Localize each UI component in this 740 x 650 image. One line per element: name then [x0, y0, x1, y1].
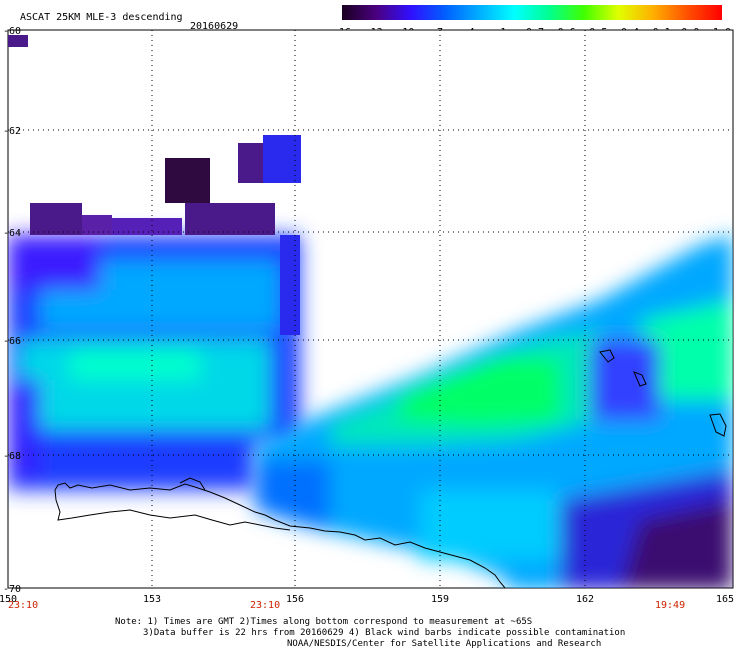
time-label: 23:10 — [250, 600, 280, 611]
lon-label: 156 — [286, 594, 304, 605]
data-field — [8, 35, 733, 588]
map-date: 20160629 — [190, 21, 238, 32]
colorbar-scale — [342, 5, 722, 20]
note-line-2: 3)Data buffer is 22 hrs from 20160629 4)… — [143, 628, 625, 638]
lat-label: -60 — [3, 26, 21, 37]
lon-label: 150 — [0, 594, 17, 605]
lon-label: 159 — [431, 594, 449, 605]
lat-label: -64 — [3, 228, 21, 239]
lon-label: 162 — [576, 594, 594, 605]
map-title: ASCAT 25KM MLE-3 descending — [20, 12, 183, 23]
longitude-labels: 150 153 156 159 162 165 — [0, 594, 734, 605]
lat-label: -62 — [3, 126, 21, 137]
lon-label: 165 — [716, 594, 734, 605]
note-line-3: NOAA/NESDIS/Center for Satellite Applica… — [287, 639, 601, 649]
note-line-1: Note: 1) Times are GMT 2)Times along bot… — [115, 617, 532, 627]
lat-label: -66 — [3, 336, 21, 347]
lon-label: 153 — [143, 594, 161, 605]
lat-label: -68 — [3, 451, 21, 462]
time-label: 19:49 — [655, 600, 685, 611]
grid — [8, 30, 733, 588]
latitude-labels: -60 -62 -64 -66 -68 -70 — [3, 26, 21, 595]
time-label: 23:10 — [8, 600, 38, 611]
coastline — [54, 477, 506, 588]
lat-label: -70 — [3, 584, 21, 595]
